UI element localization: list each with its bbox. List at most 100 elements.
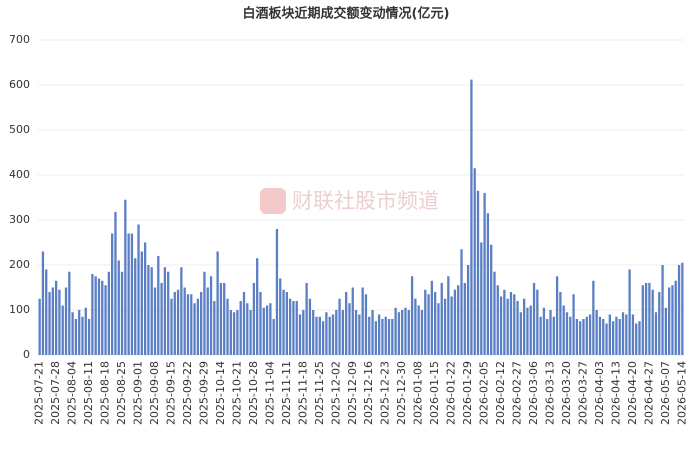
bar: [104, 285, 107, 355]
bar: [114, 211, 117, 355]
bar: [199, 292, 203, 355]
bar: [150, 267, 153, 355]
bar: [256, 258, 259, 355]
bar: [681, 262, 684, 355]
bar: [668, 287, 671, 355]
bar: [575, 319, 579, 355]
bar: [226, 298, 229, 355]
bar: [615, 316, 618, 355]
chart-title: 白酒板块近期成交额变动情况(亿元): [243, 6, 450, 22]
x-tick-label: 2025-11-25: [313, 361, 326, 425]
x-tick-label: 2025-08-25: [115, 361, 128, 425]
bar: [529, 305, 532, 355]
bar: [598, 316, 602, 355]
bar: [579, 321, 582, 355]
bar: [124, 199, 127, 355]
bar: [292, 301, 295, 355]
bar: [193, 303, 196, 355]
x-tick-label: 2026-01-22: [445, 361, 458, 425]
bar: [312, 310, 315, 355]
bar: [453, 289, 457, 355]
bar: [206, 287, 209, 355]
bar: [394, 307, 397, 355]
bar: [569, 316, 572, 355]
bar: [664, 307, 668, 355]
bar: [638, 321, 641, 355]
bar: [582, 319, 585, 355]
bar: [374, 321, 377, 355]
y-tick-label: 200: [9, 258, 30, 271]
bar: [625, 314, 628, 355]
x-tick-label: 2026-02-05: [478, 361, 491, 425]
bar: [496, 285, 499, 355]
bar: [262, 307, 265, 355]
bar: [450, 296, 453, 355]
bar: [526, 307, 529, 355]
y-tick-label: 400: [9, 168, 30, 181]
y-tick-label: 700: [9, 33, 30, 46]
bar: [249, 310, 252, 355]
x-tick-label: 2026-01-29: [461, 361, 474, 425]
bar: [434, 292, 437, 355]
bar: [170, 298, 173, 355]
x-tick-label: 2026-04-13: [609, 361, 622, 425]
bar: [87, 319, 91, 355]
x-tick-label: 2026-04-27: [642, 361, 655, 425]
bar: [345, 292, 348, 355]
bar: [265, 305, 269, 355]
bar: [147, 265, 150, 355]
bar: [140, 251, 143, 355]
bar: [420, 310, 424, 355]
bar: [397, 312, 401, 355]
bar: [588, 314, 592, 355]
bar: [120, 271, 124, 355]
bar: [94, 276, 97, 355]
bar: [457, 285, 460, 355]
bar: [677, 265, 681, 355]
bar: [387, 319, 391, 355]
bar: [101, 280, 104, 355]
bar: [130, 233, 134, 355]
bar: [272, 319, 275, 355]
bar: [203, 271, 206, 355]
bar: [565, 312, 569, 355]
bar: [424, 289, 427, 355]
bar: [219, 283, 223, 355]
bar: [361, 287, 364, 355]
bar: [381, 319, 384, 355]
x-tick-label: 2026-05-07: [659, 361, 672, 425]
bar: [486, 213, 490, 355]
bar: [239, 301, 242, 355]
x-tick-label: 2025-07-28: [49, 361, 62, 425]
bar: [354, 310, 358, 355]
bar: [186, 294, 190, 355]
bar: [127, 233, 130, 355]
bar: [618, 319, 621, 355]
bar: [407, 310, 410, 355]
x-tick-label: 2026-03-20: [560, 361, 573, 425]
bar: [117, 260, 120, 355]
bar: [318, 316, 321, 355]
bar: [658, 292, 661, 355]
bar: [48, 292, 51, 355]
bar: [279, 278, 282, 355]
bar: [252, 283, 256, 355]
bar: [549, 310, 552, 355]
x-tick-label: 2025-08-18: [99, 361, 112, 425]
bar: [671, 285, 674, 355]
bar: [509, 292, 513, 355]
bar: [447, 276, 450, 355]
bar: [259, 292, 262, 355]
bar: [288, 298, 292, 355]
bar: [328, 316, 331, 355]
bar: [157, 256, 160, 355]
y-tick-label: 500: [9, 123, 30, 136]
bar: [137, 224, 140, 355]
bar: [91, 274, 94, 355]
bar: [209, 276, 213, 355]
bar: [674, 280, 677, 355]
bar: [651, 289, 654, 355]
bar: [341, 310, 345, 355]
bar: [427, 294, 430, 355]
